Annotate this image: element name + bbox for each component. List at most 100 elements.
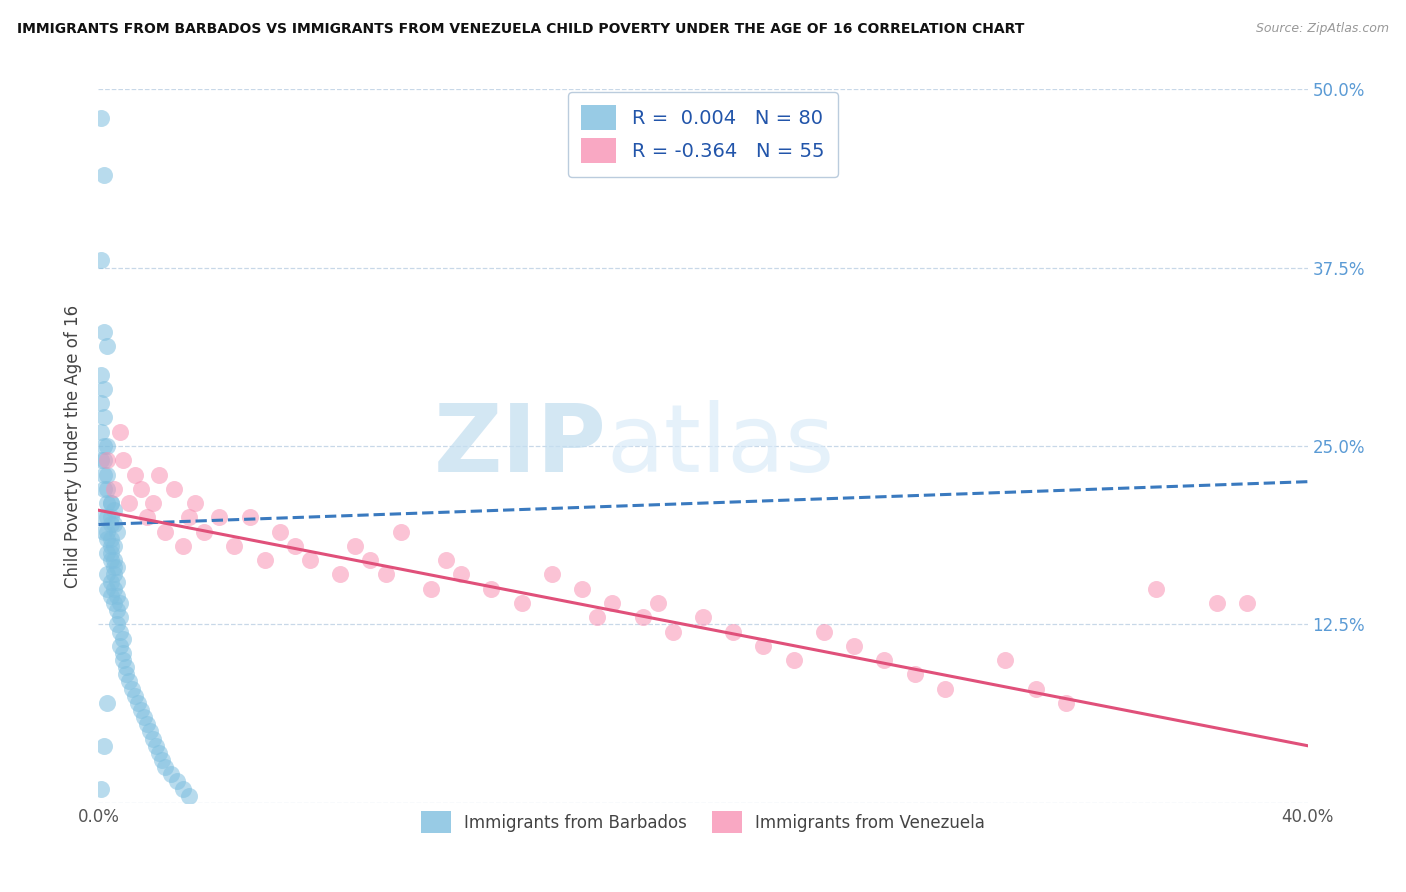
Point [108,624,131,639]
Point [172,781,194,796]
Point [299,553,322,567]
Point [108,596,131,610]
Point [111,453,134,467]
Point [1236,596,1258,610]
Point [179,789,201,803]
Point [103,567,125,582]
Point [166,774,188,789]
Point [269,524,291,539]
Point [389,524,412,539]
Point [253,553,276,567]
Point [93,325,115,339]
Point [96,510,118,524]
Point [105,603,128,617]
Point [90,396,112,410]
Point [344,539,367,553]
Point [93,168,115,182]
Point [100,539,122,553]
Point [692,610,714,624]
Point [1054,696,1077,710]
Point [434,553,457,567]
Point [224,539,246,553]
Point [96,439,118,453]
Point [96,567,118,582]
Point [813,624,835,639]
Point [145,739,167,753]
Point [111,653,134,667]
Point [114,660,136,674]
Point [96,582,118,596]
Point [93,524,115,539]
Point [96,496,118,510]
Point [103,553,125,567]
Point [127,696,149,710]
Point [124,689,146,703]
Point [108,639,131,653]
Point [132,710,155,724]
Point [93,382,115,396]
Point [100,496,122,510]
Point [96,482,118,496]
Point [93,439,115,453]
Point [179,510,201,524]
Point [184,496,207,510]
Point [93,467,115,482]
Point [481,582,503,596]
Point [540,567,562,582]
Point [153,760,176,774]
Point [93,410,115,425]
Point [90,781,112,796]
Point [193,524,215,539]
Point [360,553,382,567]
Point [148,467,170,482]
Point [450,567,472,582]
Point [1206,596,1229,610]
Point [96,339,118,353]
Text: atlas: atlas [606,400,835,492]
Text: ZIP: ZIP [433,400,606,492]
Point [284,539,307,553]
Point [90,253,112,268]
Point [135,717,157,731]
Point [90,368,112,382]
Point [100,496,122,510]
Point [100,546,122,560]
Point [135,510,157,524]
Point [114,667,136,681]
Point [100,553,122,567]
Point [93,482,115,496]
Point [108,425,131,439]
Point [90,453,112,467]
Point [93,453,115,467]
Point [142,496,165,510]
Point [100,517,122,532]
Point [100,589,122,603]
Point [105,524,128,539]
Point [96,453,118,467]
Point [783,653,806,667]
Point [100,574,122,589]
Point [103,596,125,610]
Point [103,517,125,532]
Point [105,589,128,603]
Point [208,510,231,524]
Point [103,560,125,574]
Point [160,767,183,781]
Point [844,639,866,653]
Point [904,667,927,681]
Point [873,653,896,667]
Point [118,496,141,510]
Point [96,546,118,560]
Point [121,681,143,696]
Point [139,724,162,739]
Point [510,596,533,610]
Point [150,753,173,767]
Y-axis label: Child Poverty Under the Age of 16: Child Poverty Under the Age of 16 [63,304,82,588]
Point [96,696,118,710]
Point [329,567,352,582]
Point [108,610,131,624]
Point [100,510,122,524]
Legend: Immigrants from Barbados, Immigrants from Venezuela: Immigrants from Barbados, Immigrants fro… [409,799,997,845]
Point [647,596,669,610]
Point [124,467,146,482]
